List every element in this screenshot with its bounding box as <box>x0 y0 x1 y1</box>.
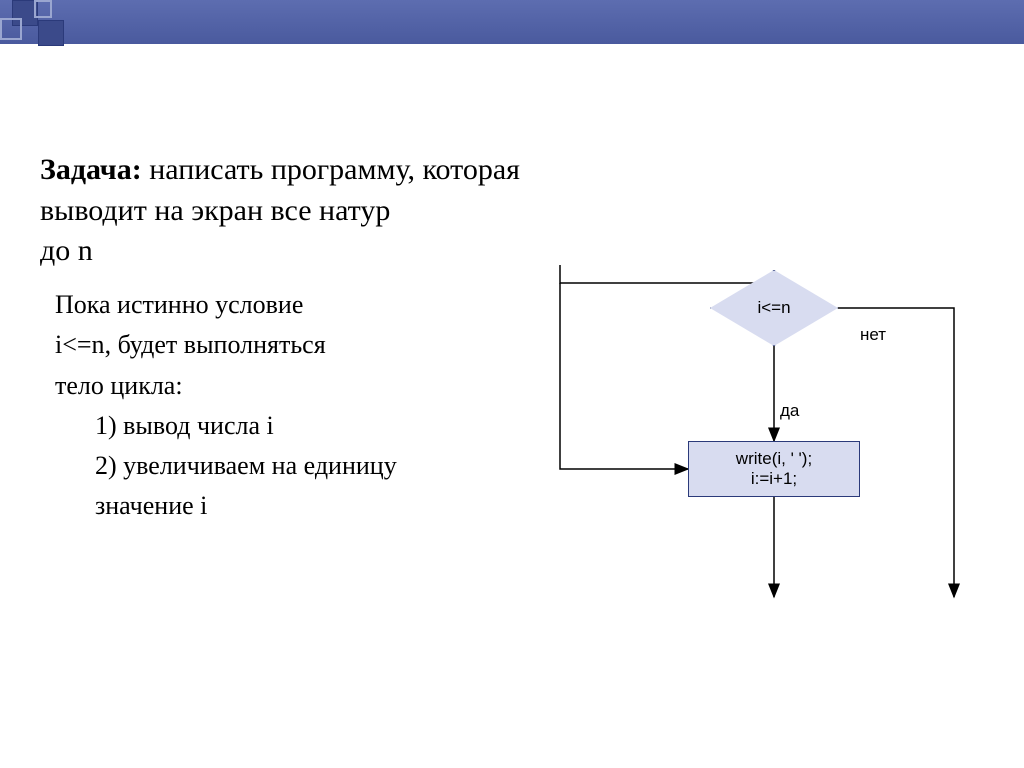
header-bar <box>0 0 1024 44</box>
body-line3: тело цикла: <box>55 366 515 406</box>
body-line2: i<=n, будет выполняться <box>55 325 515 365</box>
label-yes: да <box>780 401 799 421</box>
body-line4: 1) вывод числа i <box>55 406 515 446</box>
body-line2-cond: i<=n <box>55 330 105 359</box>
task-line2: выводит на экран все натур <box>40 194 390 227</box>
body-line2-rest: , будет выполняться <box>105 330 326 359</box>
process-line1: write(i, ' '); <box>736 449 812 469</box>
corner-decoration <box>0 0 80 60</box>
label-no: нет <box>860 325 886 345</box>
task-line3: до n <box>40 234 93 267</box>
process-line2: i:=i+1; <box>751 469 797 489</box>
task-label: Задача: <box>40 153 142 186</box>
body-line6: значение i <box>55 486 515 526</box>
decision-text: i<=n <box>710 270 838 346</box>
decision-diamond: i<=n <box>710 270 838 346</box>
task-line1: написать программу, которая <box>142 153 520 186</box>
body-line1: Пока истинно условие <box>55 285 515 325</box>
flowchart: i<=n write(i, ' '); i:=i+1; да нет <box>540 255 1000 635</box>
task-text: Задача: написать программу, которая выво… <box>40 150 960 272</box>
process-box: write(i, ' '); i:=i+1; <box>688 441 860 497</box>
body-text: Пока истинно условие i<=n, будет выполня… <box>55 285 515 527</box>
body-line5: 2) увеличиваем на единицу <box>55 446 515 486</box>
